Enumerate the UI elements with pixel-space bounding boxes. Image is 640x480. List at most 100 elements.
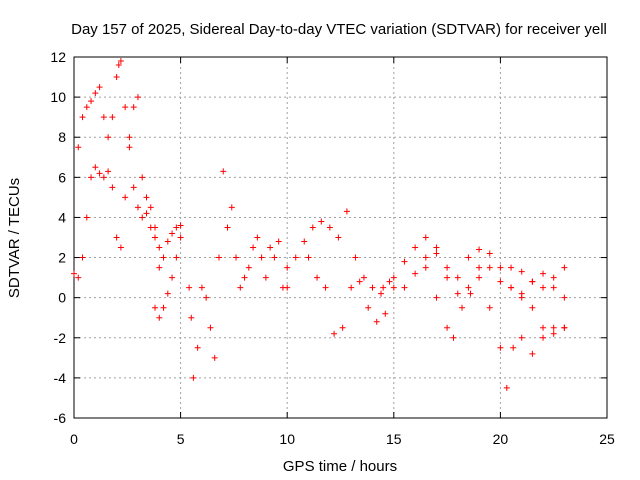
x-tick-label: 20 — [493, 431, 509, 447]
data-point — [113, 74, 120, 81]
data-point — [75, 144, 82, 151]
series-track-k — [508, 264, 568, 291]
data-point — [352, 254, 359, 261]
data-point — [422, 254, 429, 261]
data-point — [467, 290, 474, 297]
data-point — [160, 304, 167, 311]
data-point — [92, 90, 99, 97]
data-point — [92, 164, 99, 171]
series-track-c — [152, 234, 184, 321]
data-point — [529, 350, 536, 357]
x-tick-label: 15 — [386, 431, 402, 447]
data-point — [143, 194, 150, 201]
data-point — [152, 304, 159, 311]
y-tick-label: 2 — [58, 250, 66, 266]
y-tick-label: 8 — [58, 129, 66, 145]
data-point — [343, 208, 350, 215]
data-point — [198, 284, 205, 291]
data-point — [130, 184, 137, 191]
grid-lines — [74, 57, 607, 418]
data-point — [486, 250, 493, 257]
data-point — [292, 254, 299, 261]
data-point — [318, 218, 325, 225]
chart-title: Day 157 of 2025, Sidereal Day-to-day VTE… — [71, 21, 607, 38]
data-point — [518, 290, 525, 297]
data-point — [152, 234, 159, 241]
data-point — [83, 104, 90, 111]
series-track-f — [284, 208, 393, 297]
data-point — [422, 264, 429, 271]
data-point — [465, 284, 472, 291]
data-point — [88, 174, 95, 181]
data-point — [115, 62, 122, 69]
data-point — [275, 238, 282, 245]
data-point — [550, 324, 557, 331]
data-point — [100, 114, 107, 121]
data-point — [228, 204, 235, 211]
data-point — [284, 284, 291, 291]
data-point — [459, 304, 466, 311]
y-tick-labels: -6 -4 -2 0 2 4 6 8 10 12 — [50, 49, 66, 426]
x-axis-label: GPS time / hours — [283, 458, 397, 475]
data-point — [134, 94, 141, 101]
data-point — [339, 324, 346, 331]
data-point — [386, 278, 393, 285]
data-point — [190, 374, 197, 381]
data-point — [169, 274, 176, 281]
data-point — [177, 222, 184, 229]
data-point — [211, 354, 218, 361]
data-point — [322, 284, 329, 291]
data-point — [237, 284, 244, 291]
data-point — [224, 224, 231, 231]
data-point — [476, 274, 483, 281]
data-point — [233, 254, 240, 261]
data-point — [194, 344, 201, 351]
x-tick-label: 0 — [70, 431, 78, 447]
data-point — [454, 274, 461, 281]
y-tick-label: 0 — [58, 290, 66, 306]
data-point — [160, 254, 167, 261]
data-point — [105, 134, 112, 141]
data-point — [422, 234, 429, 241]
data-point — [245, 264, 252, 271]
x-tick-label: 10 — [279, 431, 295, 447]
y-tick-label: 4 — [58, 209, 66, 225]
data-point — [356, 278, 363, 285]
data-point — [126, 144, 133, 151]
series-track-e — [220, 168, 291, 291]
data-point — [444, 324, 451, 331]
data-point — [390, 274, 397, 281]
data-point — [207, 324, 214, 331]
data-point — [508, 284, 515, 291]
data-point — [301, 238, 308, 245]
data-point — [164, 290, 171, 297]
data-point — [152, 224, 159, 231]
data-point — [75, 274, 82, 281]
data-point — [88, 98, 95, 105]
data-point — [540, 284, 547, 291]
data-point — [262, 274, 269, 281]
data-point — [497, 278, 504, 285]
data-point — [215, 254, 222, 261]
data-point — [401, 284, 408, 291]
data-point — [164, 238, 171, 245]
data-point — [373, 318, 380, 325]
data-point — [105, 168, 112, 175]
data-point — [79, 254, 86, 261]
data-point — [465, 254, 472, 261]
data-point — [561, 294, 568, 301]
data-point — [267, 244, 274, 251]
data-point — [433, 294, 440, 301]
data-point — [540, 324, 547, 331]
y-tick-label: 12 — [50, 49, 66, 65]
data-point — [486, 264, 493, 271]
data-point — [335, 234, 342, 241]
data-point — [100, 174, 107, 181]
data-point — [380, 284, 387, 291]
data-point — [378, 290, 385, 297]
data-point — [122, 104, 129, 111]
axis-ticks — [73, 56, 608, 419]
data-point — [508, 264, 515, 271]
data-point — [139, 174, 146, 181]
